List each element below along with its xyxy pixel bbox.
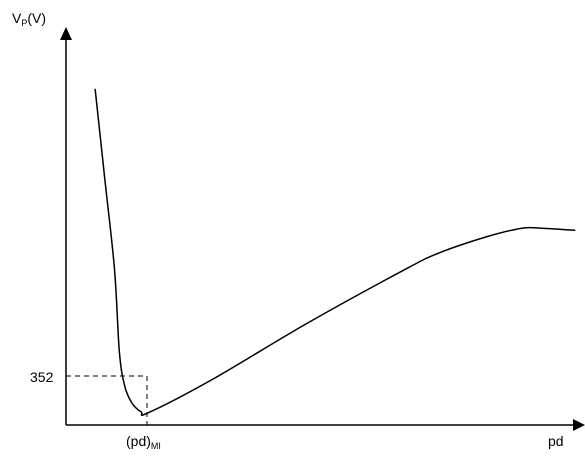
paschen-curve [94,88,576,416]
x-tick-label: (pd)MI [126,433,161,451]
x-axis-arrow-icon [573,419,585,431]
x-axis-label: pd [548,433,564,449]
y-tick-label: 352 [30,369,54,385]
y-axis-arrow-icon [60,27,72,40]
y-axis-label: VP(V) [12,10,46,28]
